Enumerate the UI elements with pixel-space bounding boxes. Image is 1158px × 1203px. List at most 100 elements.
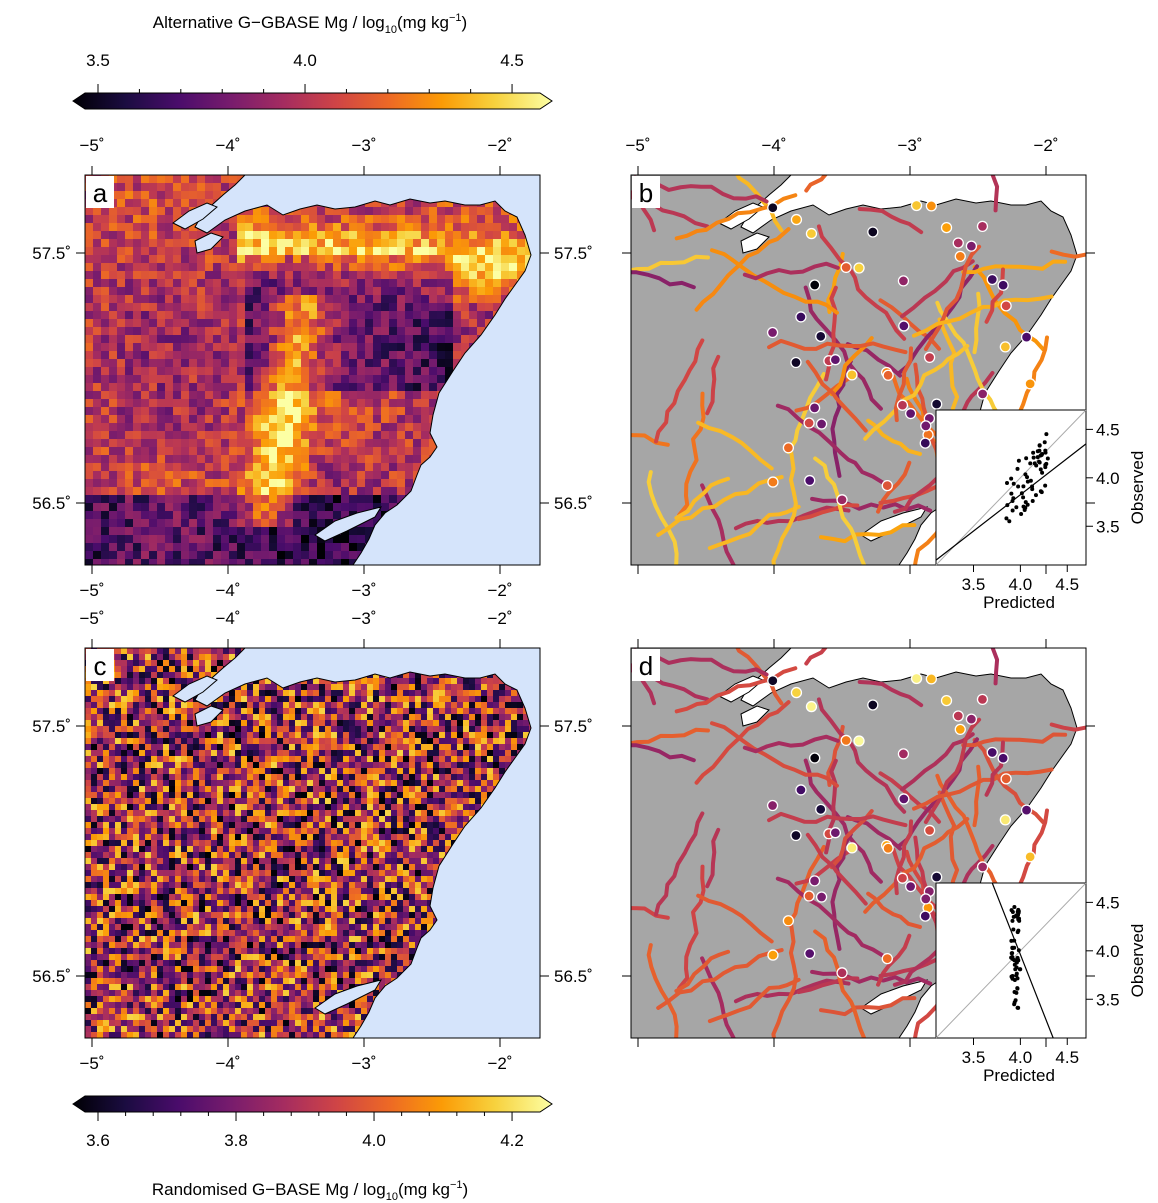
sample-site xyxy=(830,828,840,838)
sample-site xyxy=(854,263,864,273)
lon-label: −2˚ xyxy=(487,1054,512,1073)
sample-site xyxy=(998,280,1008,290)
inset-point xyxy=(1009,939,1013,943)
panel-label: a xyxy=(93,178,108,208)
inset-point xyxy=(1016,917,1020,921)
sample-site xyxy=(955,251,965,261)
inset-x-tick-label: 4.5 xyxy=(1055,575,1079,594)
inset-point xyxy=(1019,512,1023,516)
sample-site xyxy=(926,201,936,211)
inset-point xyxy=(1009,492,1013,496)
sample-site xyxy=(796,312,806,322)
colorbar-bottom: 3.6 3.8 4.0 4.2 Randomised G−BASE Mg / log1… xyxy=(73,1096,552,1203)
sample-site xyxy=(883,370,893,380)
inset-point xyxy=(1044,451,1048,455)
colorbar-top-ticks: 3.5 4.0 4.5 xyxy=(86,51,524,93)
colorbar-bottom-ticks: 3.6 3.8 4.0 4.2 xyxy=(86,1112,524,1150)
sample-site xyxy=(854,736,864,746)
sample-site xyxy=(816,804,826,814)
lon-label: −3˚ xyxy=(351,609,376,628)
sample-site xyxy=(830,355,840,365)
sample-site xyxy=(921,894,931,904)
sample-site xyxy=(977,694,987,704)
inset-point xyxy=(1011,928,1015,932)
inset-point xyxy=(1014,505,1018,509)
map-panel-c: −5˚−5˚−4˚−4˚−3˚−3˚−2˚−2˚57.5˚ 57.5˚56.5˚ 5… xyxy=(32,609,593,1073)
inset-ylabel: Observed xyxy=(1128,924,1147,998)
inset-y-tick-label: 4.0 xyxy=(1096,469,1120,488)
sample-site xyxy=(898,749,908,759)
lat-label: 57.5˚ xyxy=(32,244,71,263)
sample-site xyxy=(804,418,814,428)
colorbar-top: Alternative G−GBASE Mg / log10(mg kg−1) … xyxy=(73,12,552,109)
colorbar-tick-label: 4.0 xyxy=(293,51,317,70)
lon-label: −4˚ xyxy=(761,136,786,155)
sample-site xyxy=(768,801,778,811)
inset-xlabel: Predicted xyxy=(983,593,1055,612)
inset-point xyxy=(1038,443,1042,447)
sample-site xyxy=(912,673,922,683)
inset-point xyxy=(1010,919,1014,923)
inset-point xyxy=(1015,966,1019,970)
inset-point xyxy=(1005,481,1009,485)
map-area xyxy=(85,648,542,1039)
colorbar-tick-label: 4.5 xyxy=(500,51,524,70)
sample-site xyxy=(955,724,965,734)
inset-point xyxy=(1016,910,1020,914)
sample-site xyxy=(898,276,908,286)
sample-site xyxy=(977,221,987,231)
lat-label: 57.5˚ xyxy=(554,717,593,736)
lon-label: −3˚ xyxy=(897,136,922,155)
inset-point xyxy=(1043,484,1047,488)
lat-label: 56.5˚ xyxy=(554,494,593,513)
panel-label: d xyxy=(639,651,653,681)
sample-site xyxy=(791,688,801,698)
inset-point xyxy=(1040,452,1044,456)
lat-label: 57.5˚ xyxy=(32,717,71,736)
inset-point xyxy=(1040,490,1044,494)
inset-x-tick-label: 3.5 xyxy=(962,575,986,594)
inset-point xyxy=(1044,432,1048,436)
inset-point xyxy=(1010,946,1014,950)
inset-point xyxy=(1015,972,1019,976)
colorbar-tick-label: 4.0 xyxy=(362,1131,386,1150)
inset-point xyxy=(1028,461,1032,465)
inset-x-tick-label: 3.5 xyxy=(962,1048,986,1067)
lon-label: −5˚ xyxy=(79,1054,104,1073)
sample-site xyxy=(805,949,815,959)
sample-site xyxy=(768,676,778,686)
inset-y-tick-label: 4.0 xyxy=(1096,942,1120,961)
inset-point xyxy=(1033,461,1037,465)
sample-site xyxy=(921,421,931,431)
sample-site xyxy=(987,274,997,284)
sample-site xyxy=(816,331,826,341)
lon-label: −3˚ xyxy=(351,1054,376,1073)
sample-site xyxy=(810,403,820,413)
lon-label: −2˚ xyxy=(487,136,512,155)
sample-site xyxy=(768,328,778,338)
inset-point xyxy=(1038,460,1042,464)
sample-site xyxy=(998,753,1008,763)
inset-x-tick-label: 4.0 xyxy=(1009,575,1033,594)
inset-point xyxy=(1039,467,1043,471)
inset-xlabel: Predicted xyxy=(983,1066,1055,1085)
sample-site xyxy=(868,227,878,237)
inset-point xyxy=(1021,495,1025,499)
inset-point xyxy=(1016,467,1020,471)
sample-site xyxy=(897,873,907,883)
inset-point xyxy=(1009,956,1013,960)
inset-point xyxy=(1017,459,1021,463)
sample-site xyxy=(847,843,857,853)
inset-point xyxy=(1012,482,1016,486)
inset-point xyxy=(1023,506,1027,510)
sample-site xyxy=(920,438,930,448)
sample-site xyxy=(978,862,988,872)
sample-site xyxy=(906,882,916,892)
inset-point xyxy=(1004,516,1008,520)
lat-label: 56.5˚ xyxy=(32,967,71,986)
sample-site xyxy=(942,696,952,706)
inset-y-tick-label: 3.5 xyxy=(1096,517,1120,536)
sample-site xyxy=(841,262,851,272)
inset-point xyxy=(1026,480,1030,484)
